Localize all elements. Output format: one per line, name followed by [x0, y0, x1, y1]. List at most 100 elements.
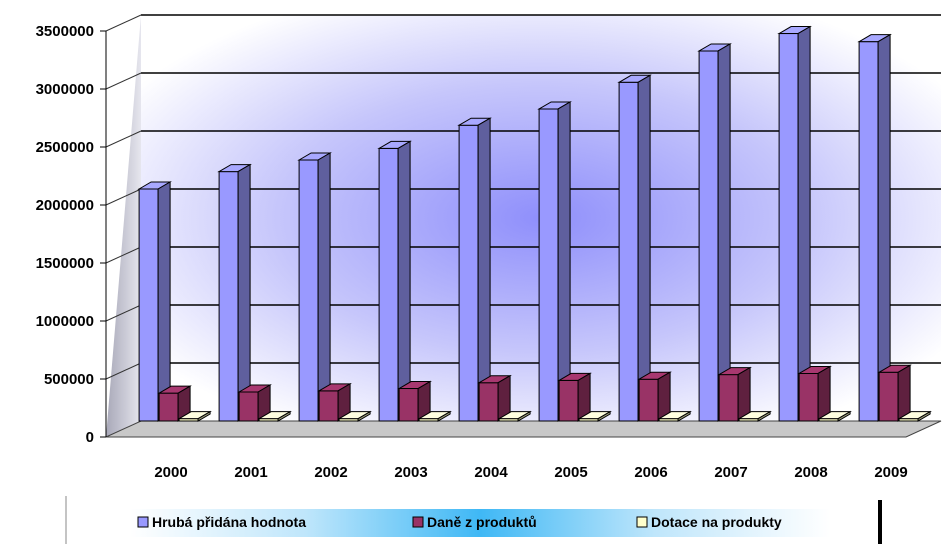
gridline-side	[105, 130, 142, 148]
x-tick-label: 2004	[474, 464, 508, 481]
legend-label-hruba: Hrubá přidána hodnota	[152, 514, 306, 530]
legend-label-dotace: Dotace na produkty	[651, 514, 782, 530]
bar-front	[478, 382, 499, 422]
bar-front	[698, 50, 719, 422]
bar-side	[317, 152, 331, 422]
bar-front	[618, 81, 639, 422]
bar-side	[517, 410, 531, 422]
bar-side	[357, 410, 371, 422]
bar-2003-series-2	[397, 380, 432, 422]
bar-2002-series-1	[297, 152, 332, 422]
bar-2003-series-3	[417, 410, 452, 422]
bar-2002-series-3	[337, 410, 372, 422]
bar-2001-series-1	[217, 163, 252, 422]
bar-front	[458, 124, 479, 422]
bar-2004-series-1	[457, 117, 492, 422]
bar-side	[637, 74, 651, 422]
y-tick-label: 1000000	[36, 313, 94, 330]
bar-front	[638, 378, 659, 422]
bar-2008-series-2	[797, 365, 832, 422]
bar-side	[757, 410, 771, 422]
x-tick-label: 2009	[874, 464, 907, 481]
legend: Hrubá přidána hodnota Daně z produktů Do…	[65, 496, 882, 544]
bar-side	[397, 140, 411, 422]
y-tick-label: 1500000	[36, 255, 94, 272]
y-tick-label: 0	[86, 429, 94, 446]
x-axis: 2000 2001 2002 2003 2004 2005 2006 2007 2008 2009	[154, 464, 907, 481]
bar-2008-series-3	[817, 410, 852, 422]
bar-2009-series-1	[857, 33, 892, 422]
bar-front	[398, 388, 419, 422]
bar-side	[477, 117, 491, 422]
bar-side	[197, 410, 211, 422]
bar-front	[158, 392, 179, 422]
bar-side	[897, 364, 911, 422]
bar-side	[877, 33, 891, 422]
gridline-side	[105, 72, 142, 90]
bar-2002-series-2	[317, 382, 352, 422]
legend-swatch-hruba	[137, 516, 149, 528]
y-tick-label: 3500000	[36, 23, 94, 40]
x-tick-label: 2007	[714, 464, 747, 481]
y-tick-label: 2000000	[36, 197, 94, 214]
bars	[137, 25, 932, 422]
side-wall	[106, 15, 141, 437]
floor	[105, 420, 942, 438]
x-tick-label: 2001	[234, 464, 267, 481]
legend-label-dane: Daně z produktů	[427, 514, 537, 530]
gridline-side	[105, 246, 142, 264]
bar-front	[238, 391, 259, 422]
y-axis: 0 500000 1000000 1500000 2000000 2500000 30000…	[36, 23, 107, 446]
bar-front	[718, 374, 739, 422]
legend-swatch-dane	[412, 516, 424, 528]
bar-2007-series-3	[737, 410, 772, 422]
x-tick-label: 2000	[154, 464, 187, 481]
bar-front	[538, 108, 559, 422]
bar-front	[218, 171, 239, 422]
bar-side	[677, 410, 691, 422]
legend-background	[130, 509, 830, 537]
y-tick-label: 2500000	[36, 139, 94, 156]
bar-2001-series-2	[237, 384, 272, 422]
bar-2007-series-2	[717, 366, 752, 422]
bar-2006-series-2	[637, 371, 672, 422]
bar-front	[878, 371, 899, 422]
bar-front	[798, 372, 819, 422]
bar-2005-series-1	[537, 101, 572, 422]
bar-2001-series-3	[257, 410, 292, 422]
bar-front	[558, 379, 579, 422]
bar-side	[917, 410, 931, 422]
y-tick-label: 3000000	[36, 81, 94, 98]
bar-side	[237, 163, 251, 422]
bar-2008-series-1	[777, 25, 812, 422]
bar-2009-series-2	[877, 364, 912, 422]
bar-2000-series-3	[177, 410, 212, 422]
bar-side	[837, 410, 851, 422]
bar-2004-series-3	[497, 410, 532, 422]
bar-front	[778, 33, 799, 422]
bar-2009-series-3	[897, 410, 932, 422]
bar-side	[437, 410, 451, 422]
bar-2005-series-2	[557, 372, 592, 422]
bar-side	[597, 410, 611, 422]
bar-2003-series-1	[377, 140, 412, 422]
gridline-side	[105, 14, 142, 32]
bar-2000-series-1	[137, 181, 172, 422]
x-tick-label: 2003	[394, 464, 427, 481]
bar-2007-series-1	[697, 43, 732, 422]
bar-front	[318, 390, 339, 422]
bar-front	[298, 159, 319, 422]
gridline-side	[105, 304, 142, 322]
bar-2006-series-1	[617, 74, 652, 422]
bar-front	[138, 188, 159, 422]
gridline-side	[105, 188, 142, 206]
bar-side	[157, 181, 171, 422]
gridline-side	[105, 362, 142, 380]
x-tick-label: 2005	[554, 464, 587, 481]
x-tick-label: 2008	[794, 464, 827, 481]
bar-side	[277, 410, 291, 422]
bar-side	[797, 25, 811, 422]
bar-side	[557, 101, 571, 422]
bar-side	[717, 43, 731, 422]
bar-front	[378, 147, 399, 422]
